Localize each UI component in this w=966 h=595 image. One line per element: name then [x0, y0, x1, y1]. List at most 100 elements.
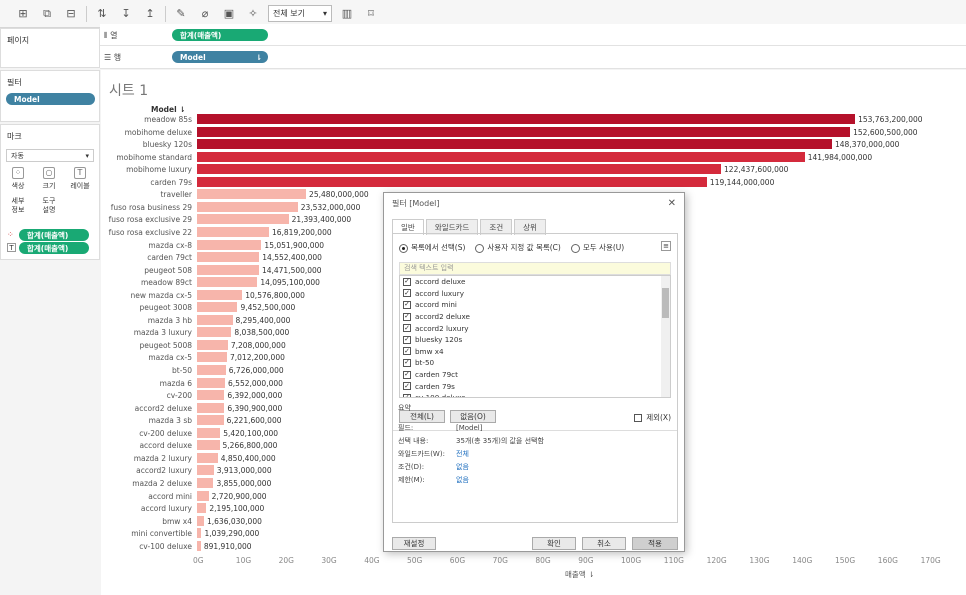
tab-top[interactable]: 상위 [514, 219, 546, 235]
bar[interactable] [197, 415, 224, 426]
sort-descending-icon[interactable]: ↥ [145, 7, 155, 20]
tab-condition[interactable]: 조건 [480, 219, 513, 235]
rows-pill[interactable]: Model ⇂ [172, 51, 268, 63]
reset-button[interactable]: 재설정 [392, 537, 436, 550]
mark-type-select[interactable]: 자동 ▾ [6, 149, 94, 162]
checkmark-icon[interactable]: ✓ [403, 277, 411, 286]
marks-pill-color[interactable]: 합계(매출액) [19, 229, 89, 241]
bar[interactable] [197, 515, 204, 526]
checkmark-icon[interactable]: ✓ [403, 370, 411, 379]
checkmark-icon[interactable]: ✓ [403, 393, 411, 397]
bar[interactable] [197, 176, 707, 187]
checkmark-icon[interactable]: ✓ [403, 381, 411, 391]
list-item[interactable]: ✓ carden 79ct [400, 369, 670, 381]
bar[interactable] [197, 201, 298, 212]
bar[interactable] [197, 214, 289, 225]
tooltip-button[interactable]: 도구 설명 [36, 197, 62, 223]
summary-value[interactable]: 없음 [456, 463, 469, 471]
list-item[interactable]: ✓ bmw x4 [400, 346, 670, 358]
bar[interactable] [197, 528, 202, 539]
list-item[interactable]: ✓ carden 79s [400, 380, 670, 392]
filter-pill-model[interactable]: Model [6, 93, 95, 105]
bar[interactable] [197, 164, 722, 175]
bar[interactable] [197, 365, 226, 375]
bar[interactable] [197, 252, 260, 263]
duplicate-icon[interactable]: ⧉ [43, 6, 51, 20]
bar[interactable] [197, 264, 259, 275]
cancel-button[interactable]: 취소 [582, 537, 626, 550]
select-all-button[interactable]: 전체(L) [399, 410, 445, 423]
bar[interactable] [197, 139, 833, 150]
checkmark-icon[interactable]: ✓ [403, 300, 411, 309]
radio-use-all[interactable]: 모두 사용(U) [570, 242, 624, 253]
list-item[interactable]: ✓ accord2 deluxe [400, 311, 670, 323]
bar[interactable] [197, 390, 225, 401]
checkmark-icon[interactable]: ✓ [403, 358, 411, 367]
list-item[interactable]: ✓ accord deluxe [400, 276, 670, 288]
list-item[interactable]: ✓ accord luxury [400, 288, 670, 300]
list-item[interactable]: ✓ accord mini [400, 299, 670, 311]
bar[interactable] [197, 540, 201, 551]
bar[interactable] [197, 114, 856, 124]
checkmark-icon[interactable]: ✓ [403, 288, 411, 298]
list-item[interactable]: ✓ bt-50 [400, 357, 670, 369]
summary-value[interactable]: 없음 [456, 476, 469, 484]
checkmark-icon[interactable]: ✓ [403, 335, 411, 344]
bar[interactable] [197, 452, 218, 463]
exclude-checkbox[interactable]: 제외(X) [634, 412, 671, 423]
columns-pill[interactable]: 합계(매출액) [172, 29, 268, 41]
radio-select-from-list[interactable]: 목록에서 선택(S) [399, 242, 465, 253]
checkmark-icon[interactable]: ✓ [403, 312, 411, 321]
fit-select[interactable]: 전체 보기 ▾ [268, 5, 332, 22]
bar[interactable] [197, 402, 225, 413]
bar[interactable] [197, 339, 228, 350]
bar[interactable] [197, 314, 233, 325]
bar[interactable] [197, 126, 851, 137]
bar[interactable] [197, 151, 805, 162]
pin-icon[interactable]: ✧ [248, 7, 258, 20]
search-input[interactable]: 검색 텍스트 입력 [399, 262, 671, 275]
list-item[interactable]: ✓ cv-100 deluxe [400, 392, 670, 397]
checkmark-icon[interactable]: ✓ [403, 346, 411, 356]
bar[interactable] [197, 427, 221, 438]
bar[interactable] [197, 289, 243, 300]
bar[interactable] [197, 189, 307, 200]
ok-button[interactable]: 확인 [532, 537, 576, 550]
bar[interactable] [197, 327, 232, 338]
checkmark-icon[interactable]: ✓ [403, 323, 411, 333]
bar[interactable] [197, 226, 269, 237]
bar[interactable] [197, 477, 214, 488]
select-none-button[interactable]: 없음(O) [450, 410, 496, 423]
bar[interactable] [197, 503, 207, 514]
detail-button[interactable]: 세부 정보 [5, 197, 31, 223]
bar[interactable] [197, 440, 220, 451]
marks-pill-label[interactable]: 합계(매출액) [19, 242, 89, 254]
size-button[interactable]: ○ 크기 [36, 167, 62, 193]
close-icon[interactable]: ✕ [667, 197, 676, 209]
bar[interactable] [197, 302, 238, 313]
sort-ascending-icon[interactable]: ↧ [121, 7, 131, 20]
highlight-icon[interactable]: ✎ [176, 7, 186, 20]
label-button[interactable]: T 레이블 [67, 167, 93, 193]
tab-general[interactable]: 일반 [392, 219, 424, 235]
bar[interactable] [197, 377, 226, 388]
labels-icon[interactable]: ▣ [223, 7, 235, 20]
color-button[interactable]: ⁘ 색상 [5, 167, 31, 193]
presentation-icon[interactable]: ⌑ [368, 7, 374, 20]
bar[interactable] [197, 239, 262, 250]
radio-custom-list[interactable]: 사용자 지정 값 목록(C) [475, 242, 561, 253]
new-sheet-icon[interactable]: ⊞ [18, 7, 28, 20]
show-me-icon[interactable]: ▥ [341, 7, 353, 20]
apply-button[interactable]: 적용 [632, 537, 678, 550]
summary-value[interactable]: 전체 [456, 450, 469, 458]
bar[interactable] [197, 490, 209, 501]
group-icon[interactable]: ⌀ [201, 7, 209, 20]
list-options-icon[interactable]: ≡ [661, 241, 671, 251]
list-scrollbar[interactable] [661, 276, 670, 397]
swap-icon[interactable]: ⇅ [97, 7, 107, 20]
list-item[interactable]: ✓ accord2 luxury [400, 322, 670, 334]
scrollbar-thumb[interactable] [662, 288, 669, 318]
list-item[interactable]: ✓ bluesky 120s [400, 334, 670, 346]
clear-icon[interactable]: ⊟ [66, 7, 76, 20]
bar[interactable] [197, 352, 227, 363]
